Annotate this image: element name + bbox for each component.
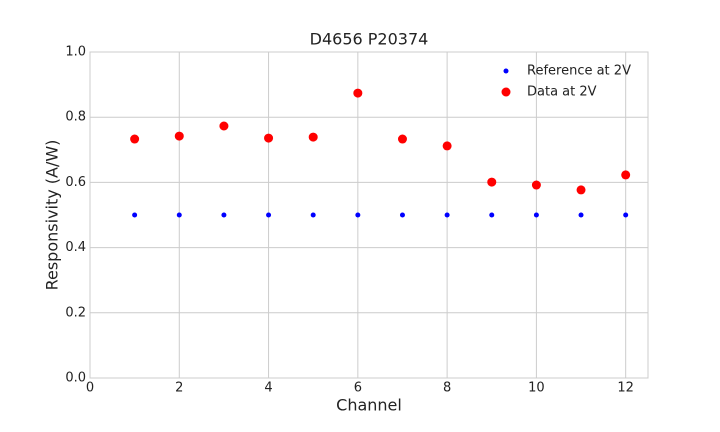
plot-frame: [89, 51, 649, 379]
data-point: [308, 132, 318, 142]
data-point: [487, 177, 497, 187]
data-point: [397, 134, 407, 144]
y-tick-label: 0.6: [65, 175, 86, 190]
data-point: [219, 121, 229, 131]
data-point: [310, 212, 316, 218]
y-axis-label: Responsivity (A/W): [43, 140, 62, 291]
y-tick-label: 1.0: [65, 45, 86, 60]
y-tick-label: 0.8: [65, 110, 86, 125]
data-point: [353, 88, 363, 98]
x-axis-label: Channel: [336, 396, 402, 415]
legend-marker: [503, 68, 509, 74]
data-point: [623, 212, 629, 218]
legend-marker: [501, 87, 511, 97]
data-point: [176, 212, 182, 218]
legend-label: Reference at 2V: [527, 64, 631, 79]
x-tick-label: 4: [264, 381, 272, 396]
x-tick-label: 0: [86, 381, 94, 396]
x-tick-label: 12: [617, 381, 634, 396]
y-tick-label: 0.4: [65, 240, 86, 255]
x-tick-label: 2: [175, 381, 183, 396]
data-point: [576, 185, 586, 195]
data-point: [174, 131, 184, 141]
data-point: [444, 212, 450, 218]
data-point: [531, 180, 541, 190]
chart-title: D4656 P20374: [310, 30, 429, 49]
data-point: [533, 212, 539, 218]
data-point: [355, 212, 361, 218]
x-tick-label: 8: [443, 381, 451, 396]
data-point: [266, 212, 272, 218]
data-point: [264, 133, 274, 143]
x-tick-label: 10: [528, 381, 545, 396]
y-tick-label: 0.0: [65, 371, 86, 386]
data-point: [221, 212, 227, 218]
x-tick-label: 6: [354, 381, 362, 396]
data-point: [442, 141, 452, 151]
legend-label: Data at 2V: [527, 85, 597, 100]
data-point: [399, 212, 405, 218]
data-point: [489, 212, 495, 218]
data-point: [578, 212, 584, 218]
data-point: [130, 134, 140, 144]
data-point: [621, 170, 631, 180]
y-tick-label: 0.2: [65, 305, 86, 320]
data-point: [132, 212, 138, 218]
